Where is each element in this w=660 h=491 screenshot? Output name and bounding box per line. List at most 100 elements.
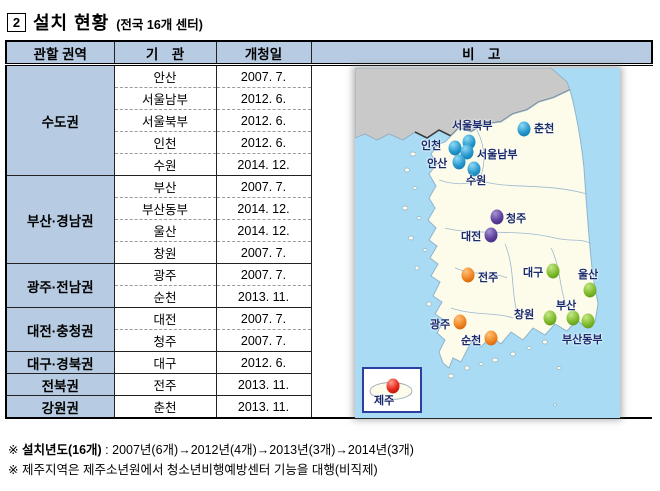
region-cell: 대전·충청권: [5, 307, 115, 352]
org-cell: 인천: [113, 131, 217, 154]
table-row: 순천 2013. 11.: [6, 285, 652, 308]
org-cell: 대전: [113, 307, 217, 330]
islands: [401, 151, 562, 407]
date-cell: 2007. 7.: [215, 307, 312, 330]
col-header-date: 개청일: [215, 40, 312, 66]
marker-chuncheon: [517, 121, 531, 137]
org-cell: 순천: [113, 285, 217, 308]
marker-busan-east: [581, 313, 595, 329]
date-cell: 2012. 6.: [215, 87, 312, 110]
date-cell: 2013. 11.: [215, 285, 312, 308]
map-label-daegu: 대구: [523, 267, 544, 279]
map-label-chuncheon: 춘천: [534, 123, 555, 135]
marker-seoul-south: [460, 144, 474, 160]
col-header-region: 관할 권역: [5, 40, 115, 66]
map-label-busan-east: 부산동부: [562, 334, 603, 346]
table-row: 대전·충청권 대전 2007. 7.: [5, 307, 652, 352]
table-row: 수원 2014. 12.: [6, 153, 652, 176]
map-label-incheon: 인천: [421, 140, 442, 152]
title-subtext: (전국 16개 센터): [116, 18, 203, 32]
org-cell: 안산: [113, 64, 217, 88]
org-cell: 수원: [113, 153, 217, 176]
table-row: 창원 2007. 7.: [6, 241, 652, 264]
date-cell: 2012. 6.: [215, 109, 312, 132]
date-cell: 2013. 11.: [215, 373, 312, 396]
col-header-org: 기 관: [113, 40, 217, 66]
section-number-box: 2: [7, 12, 26, 32]
map-label-busan: 부산: [556, 300, 577, 312]
date-cell: 2007. 7.: [215, 263, 312, 286]
table-row: 청주 2007. 7.: [6, 329, 652, 352]
table-row: 울산 2014. 12.: [6, 219, 652, 242]
province-borders: [438, 129, 592, 319]
org-cell: 춘천: [113, 395, 217, 419]
table-row: 서울북부 2012. 6.: [6, 109, 652, 132]
map-label-daejeon: 대전: [461, 231, 482, 243]
table-row: 광주·전남권 광주 2007. 7.: [5, 263, 652, 308]
date-cell: 2012. 6.: [215, 351, 312, 374]
footnote-jeju: ※ 제주지역은 제주소년원에서 청소년비행예방센터 기능을 대행(비직제): [8, 463, 378, 477]
page-title: 2 설치 현황 (전국 16개 센터): [7, 9, 203, 35]
date-cell: 2014. 12.: [215, 219, 312, 242]
map-label-ulsan: 울산: [578, 269, 599, 281]
south-korea-landmass: [427, 89, 599, 369]
table-row: 전북권 전주 2013. 11.: [5, 373, 652, 396]
date-cell: 2007. 7.: [215, 175, 312, 198]
map-label-seoul-south: 서울남부: [477, 149, 518, 161]
marker-daejeon: [484, 227, 498, 243]
region-cell: 전북권: [5, 373, 115, 396]
date-cell: 2014. 12.: [215, 153, 312, 176]
marker-suwon: [467, 161, 481, 177]
region-cell: 광주·전남권: [5, 263, 115, 308]
table-row: 대구·경북권 대구 2012. 6.: [5, 351, 652, 374]
date-cell: 2012. 6.: [215, 131, 312, 154]
map-label-changwon: 창원: [514, 309, 535, 321]
map-label-suncheon: 순천: [461, 335, 482, 347]
table-row: 부산·경남권 부산 2007. 7.: [5, 175, 652, 264]
date-cell: 2014. 12.: [215, 197, 312, 220]
marker-jeonju: [461, 267, 475, 283]
table-row: 인천 2012. 6.: [6, 131, 652, 154]
map-label-ansan: 안산: [427, 158, 448, 170]
date-cell: 2007. 7.: [215, 329, 312, 352]
region-cell: 수도권: [5, 64, 115, 176]
col-header-note: 비 고: [310, 40, 653, 66]
org-cell: 청주: [113, 329, 217, 352]
marker-busan: [566, 310, 580, 326]
org-cell: 서울남부: [113, 87, 217, 110]
marker-incheon: [448, 140, 462, 156]
map-label-jeonju: 전주: [478, 272, 499, 284]
date-cell: 2007. 7.: [215, 241, 312, 264]
org-cell: 창원: [113, 241, 217, 264]
org-cell: 전주: [113, 373, 217, 396]
date-cell: 2007. 7.: [215, 64, 312, 88]
org-cell: 부산동부: [113, 197, 217, 220]
map-label-suwon: 수원: [466, 175, 487, 187]
map-label-gwangju: 광주: [430, 319, 451, 331]
date-cell: 2013. 11.: [215, 395, 312, 419]
title-text: 설치 현황: [33, 13, 110, 33]
marker-ansan: [452, 154, 466, 170]
footnote-install-years: ※ 설치년도(16개) : 2007년(6개)→2012년(4개)→2013년(…: [8, 443, 414, 457]
org-cell: 부산: [113, 175, 217, 198]
region-cell: 대구·경북권: [5, 351, 115, 374]
table-row: 부산동부 2014. 12.: [6, 197, 652, 220]
org-cell: 울산: [113, 219, 217, 242]
marker-cheongju: [490, 209, 504, 225]
marker-gwangju: [453, 314, 467, 330]
marker-ulsan: [583, 282, 597, 298]
marker-jeju: [386, 378, 400, 394]
marker-daegu: [546, 263, 560, 279]
region-cell: 부산·경남권: [5, 175, 115, 264]
map-label-jeju: 제주: [374, 395, 395, 407]
region-cell: 강원권: [5, 395, 115, 419]
map-label-seoul-north: 서울북부: [452, 120, 493, 132]
footnotes: ※ 설치년도(16개) : 2007년(6개)→2012년(4개)→2013년(…: [8, 440, 414, 480]
header-row: 관할 권역 기 관 개청일 비 고: [5, 40, 653, 66]
marker-suncheon: [484, 330, 498, 346]
org-cell: 대구: [113, 351, 217, 374]
marker-changwon: [543, 310, 557, 326]
table-row: 강원권 춘천 2013. 11.: [5, 395, 652, 419]
org-cell: 광주: [113, 263, 217, 286]
